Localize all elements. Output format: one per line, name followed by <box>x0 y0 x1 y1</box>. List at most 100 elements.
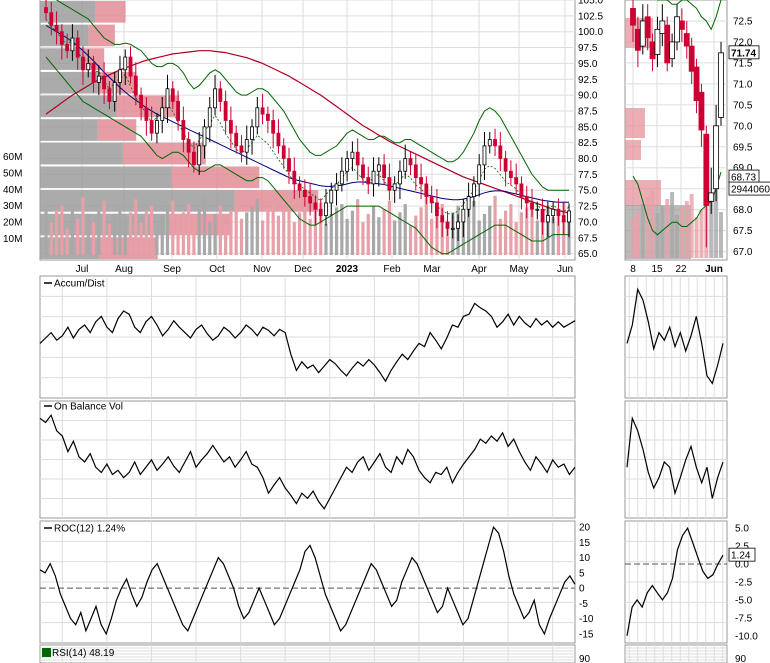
price-candle-body <box>355 151 360 166</box>
price-candle-body <box>192 151 196 166</box>
volume-bar <box>377 217 381 255</box>
price-candle-body <box>318 208 323 217</box>
time-x-tick-label: Jul <box>76 264 89 275</box>
inset-volume-bar <box>660 206 665 258</box>
price-candle-body <box>524 196 529 204</box>
volume-bar <box>113 213 117 255</box>
price-candle-body <box>223 101 228 121</box>
time-x-tick-label: Mar <box>423 264 441 275</box>
price-candle-body <box>461 208 466 223</box>
price-candle-body <box>70 37 75 52</box>
price-candle-body <box>339 170 344 185</box>
price-y-tick-label: 80.0 <box>578 154 598 165</box>
price-candle-body <box>519 183 524 197</box>
price-candle-body <box>123 56 128 71</box>
volume-bar <box>303 205 307 255</box>
inset-volume-bars <box>631 189 723 258</box>
price-candle-body <box>244 139 249 153</box>
price-candle-body <box>139 94 143 109</box>
price-candle-body <box>102 75 107 90</box>
time-x-tick-label: May <box>510 264 529 275</box>
price-candle-body <box>155 120 159 134</box>
price-candle-body <box>545 215 550 223</box>
price-y-tick-label: 105.0 <box>578 0 603 7</box>
inset-candle-body <box>664 24 671 64</box>
price-candle-body <box>165 88 170 109</box>
price-candle-body <box>176 101 180 121</box>
price-candle-body <box>487 139 492 147</box>
volume-by-price-up-bar <box>40 24 89 47</box>
time-x-tick-label: Nov <box>253 264 271 275</box>
volume-bar <box>292 222 296 255</box>
price-candle-body <box>498 145 503 159</box>
price-candle-body <box>366 177 371 185</box>
inset-x-tick-label: 8 <box>630 264 636 275</box>
roc-inset-y-tick-label: 2.5 <box>735 542 749 553</box>
volume-bar <box>187 204 191 255</box>
price-y-tick-label: 102.5 <box>578 11 603 22</box>
price-indicator-lines <box>45 0 570 255</box>
volume-by-price-down-bar <box>171 166 260 189</box>
price-candle-body <box>170 88 175 102</box>
inset-volume-bar <box>640 204 645 258</box>
inset-candle-body <box>639 20 646 47</box>
volume-bar <box>472 200 476 255</box>
inset-volume-bar <box>694 217 699 258</box>
volume-by-price-down-bar <box>95 1 126 23</box>
inset-volume-bar <box>670 192 675 258</box>
roc-inset-y-tick-label: -2.5 <box>735 578 753 589</box>
inset-volume-bar <box>719 212 723 258</box>
volume-bar <box>49 222 53 255</box>
volume-bar <box>128 212 133 255</box>
price-candle-body <box>86 63 91 71</box>
inset-price-tag-label: 68.73 <box>731 173 756 184</box>
volume-by-price-up-bar <box>40 1 96 23</box>
volume-by-price-bars <box>40 1 319 259</box>
price-candle-body <box>112 82 117 102</box>
price-candle-body <box>128 56 133 77</box>
inset-volume-bar <box>684 201 689 258</box>
price-candle-body <box>540 208 545 223</box>
price-candle-body <box>403 158 408 172</box>
roc-inset-y-tick-label: -5.0 <box>735 595 753 606</box>
rsi-legend-label: RSI(14) 48.19 <box>52 648 115 659</box>
price-y-tick-label: 77.5 <box>578 170 598 181</box>
inset-volume-bar <box>645 197 650 258</box>
volume-bar <box>435 210 439 255</box>
volume-bar <box>408 225 413 255</box>
price-candle-body <box>445 221 450 229</box>
price-candle-body <box>514 177 519 185</box>
volume-bar <box>44 209 48 255</box>
price-y-tick-label: 67.5 <box>578 233 598 244</box>
price-candle-body <box>118 69 122 83</box>
price-candle-body <box>466 196 471 210</box>
volume-bar <box>319 202 323 255</box>
volume-bar <box>65 228 69 255</box>
roc-y-tick-label: -15 <box>579 629 594 640</box>
price-candle-body <box>382 164 387 178</box>
volume-bar <box>234 202 238 255</box>
price-candle-body <box>65 43 70 52</box>
inset-y-tick-label: 72.5 <box>733 16 753 27</box>
sma50-line <box>45 24 569 203</box>
volume-by-price-down-bar <box>234 190 319 212</box>
inset-y-tick-label: 71.5 <box>733 58 753 69</box>
volume-bar <box>218 205 222 255</box>
volume-bar <box>477 220 481 255</box>
volume-bar <box>509 204 513 255</box>
price-candle-body <box>376 164 381 172</box>
roc-inset-y-tick-label: -7.5 <box>735 613 753 624</box>
volume-by-price-up-bar <box>40 95 117 118</box>
volume-bar <box>356 199 360 255</box>
inset-x-tick-label: 15 <box>651 264 663 275</box>
volume-by-price-up-bar <box>40 166 172 189</box>
price-candle-body <box>49 12 54 26</box>
volume-bar <box>504 210 508 255</box>
inset-price-tags: 71.74 68.7329440600 <box>728 45 770 196</box>
time-x-tick-label: Feb <box>383 264 401 275</box>
roc-y-tick-label: 20 <box>579 523 591 534</box>
price-candle-body <box>398 170 402 185</box>
inset-candle-body <box>683 33 690 47</box>
volume-bar <box>165 207 170 255</box>
